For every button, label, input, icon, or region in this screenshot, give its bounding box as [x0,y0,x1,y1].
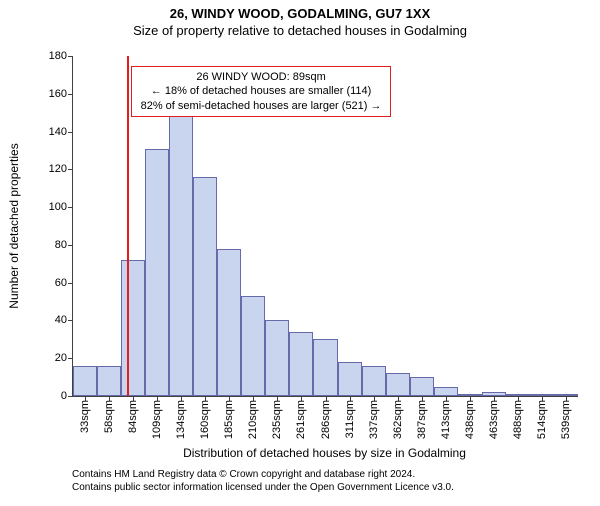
x-tick-label: 362sqm [392,396,404,439]
histogram-bar [289,332,313,396]
x-axis-label: Distribution of detached houses by size … [72,446,577,460]
histogram-bar [386,373,410,396]
footer-line-2: Contains public sector information licen… [72,481,454,494]
histogram-bar [313,339,337,396]
histogram-chart: 0 20 40 60 80 100 120 140 160 180 33sqm 58sqm 84sqm 1… [0,6,600,506]
histogram-bar [265,320,289,396]
histogram-bar [193,177,217,396]
x-tick-label: 261sqm [295,396,307,439]
plot-area: 02040608010012014016018033sqm58sqm84sqm1… [72,56,578,397]
x-tick-label: 337sqm [368,396,380,439]
histogram-bar [434,387,458,396]
reference-line [127,56,129,396]
annotation-box: 26 WINDY WOOD: 89sqm← 18% of detached ho… [131,66,391,117]
x-tick-label: 514sqm [536,396,548,439]
annotation-line: ← 18% of detached houses are smaller (11… [138,84,384,98]
x-tick-label: 109sqm [151,396,163,439]
y-tick-label: 0 [61,390,73,402]
x-tick-label: 84sqm [127,396,139,433]
histogram-bar [362,366,386,396]
x-tick-label: 539sqm [560,396,572,439]
histogram-bar [410,377,434,396]
x-tick-label: 488sqm [512,396,524,439]
y-tick-label: 80 [55,239,73,251]
x-tick-label: 235sqm [271,396,283,439]
x-tick-label: 387sqm [416,396,428,439]
y-tick-label: 120 [49,163,73,175]
histogram-bar [97,366,121,396]
y-tick-label: 140 [49,126,73,138]
y-tick-label: 20 [55,352,73,364]
x-tick-label: 160sqm [199,396,211,439]
annotation-line: 82% of semi-detached houses are larger (… [138,99,384,113]
x-tick-label: 463sqm [488,396,500,439]
y-tick-label: 60 [55,277,73,289]
x-tick-label: 438sqm [464,396,476,439]
histogram-bar [169,113,193,396]
histogram-bar [241,296,265,396]
y-tick-label: 100 [49,201,73,213]
x-tick-label: 311sqm [344,396,356,438]
footer-line-1: Contains HM Land Registry data © Crown c… [72,468,454,481]
x-tick-label: 286sqm [320,396,332,439]
x-tick-label: 413sqm [440,396,452,439]
attribution-footer: Contains HM Land Registry data © Crown c… [72,468,454,494]
y-tick-label: 180 [49,50,73,62]
histogram-bar [217,249,241,396]
x-tick-label: 134sqm [175,396,187,439]
histogram-bar [338,362,362,396]
y-tick-label: 160 [49,88,73,100]
histogram-bar [121,260,145,396]
histogram-bar [145,149,169,396]
x-tick-label: 185sqm [223,396,235,439]
y-tick-label: 40 [55,314,73,326]
histogram-bar [73,366,97,396]
x-tick-label: 33sqm [79,396,91,433]
annotation-line: 26 WINDY WOOD: 89sqm [138,70,384,84]
x-tick-label: 58sqm [103,396,115,433]
x-tick-label: 210sqm [247,396,259,439]
y-axis-label: Number of detached properties [7,143,21,308]
